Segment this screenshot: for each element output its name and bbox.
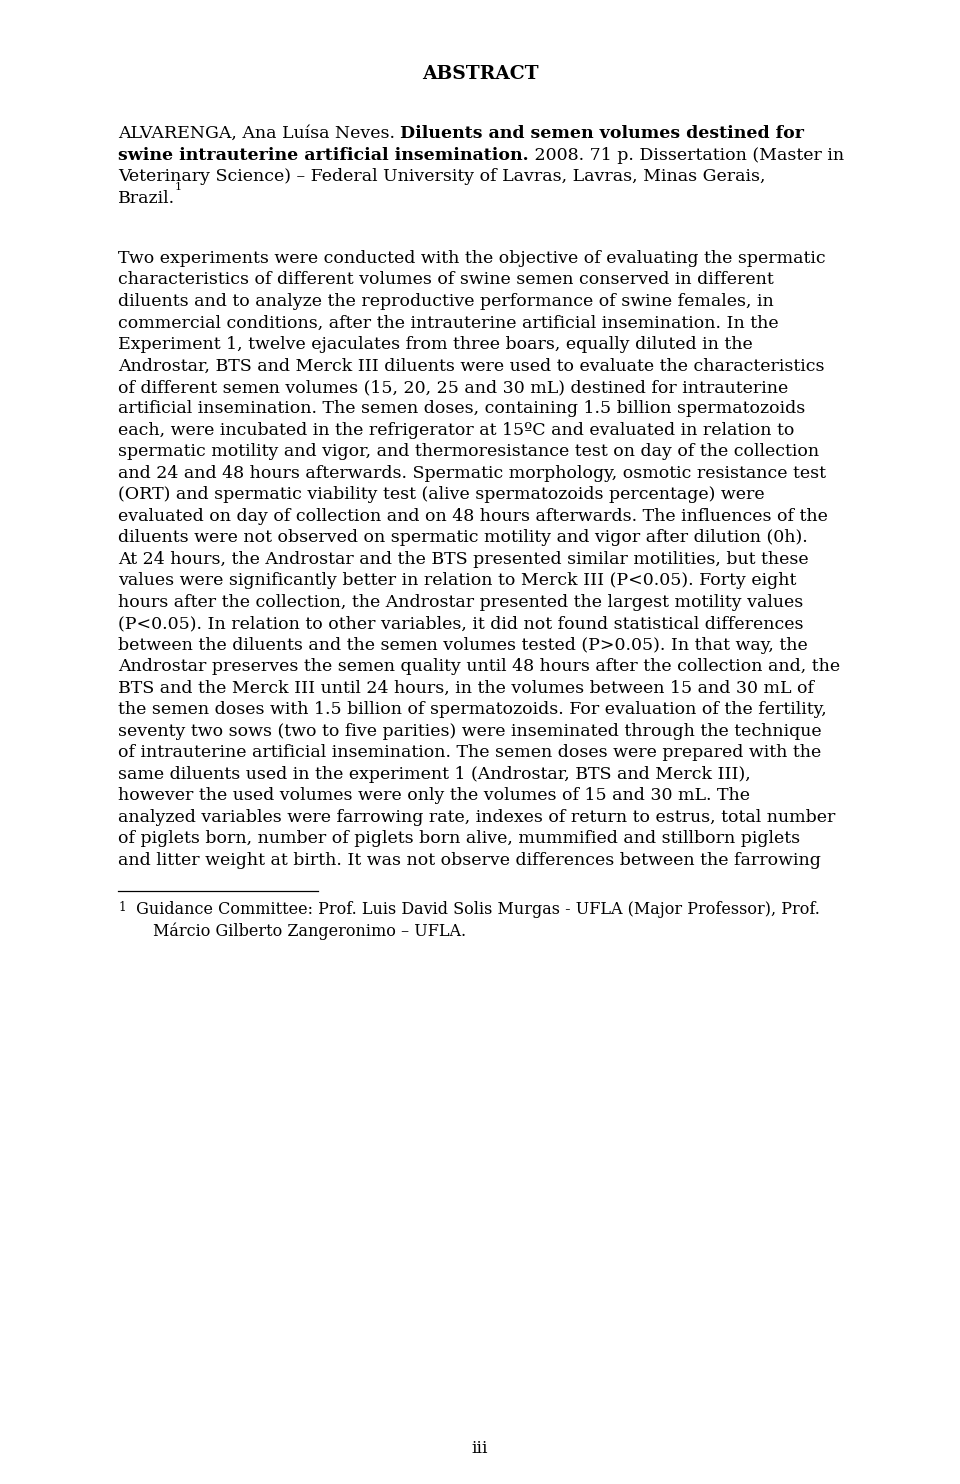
Text: analyzed variables were farrowing rate, indexes of return to estrus, total numbe: analyzed variables were farrowing rate, … <box>118 809 835 827</box>
Text: and 24 and 48 hours afterwards. Spermatic morphology, osmotic resistance test: and 24 and 48 hours afterwards. Spermati… <box>118 464 826 482</box>
Text: of piglets born, number of piglets born alive, mummified and stillborn piglets: of piglets born, number of piglets born … <box>118 831 800 847</box>
Text: and litter weight at birth. It was not observe differences between the farrowing: and litter weight at birth. It was not o… <box>118 852 821 870</box>
Text: diluents were not observed on spermatic motility and vigor after dilution (0h).: diluents were not observed on spermatic … <box>118 530 807 546</box>
Text: 1: 1 <box>175 181 182 191</box>
Text: commercial conditions, after the intrauterine artificial insemination. In the: commercial conditions, after the intraut… <box>118 315 779 331</box>
Text: (ORT) and spermatic viability test (alive spermatozoids percentage) were: (ORT) and spermatic viability test (aliv… <box>118 487 764 503</box>
Text: the semen doses with 1.5 billion of spermatozoids. For evaluation of the fertili: the semen doses with 1.5 billion of sper… <box>118 702 827 718</box>
Text: Márcio Gilberto Zangeronimo – UFLA.: Márcio Gilberto Zangeronimo – UFLA. <box>153 923 467 941</box>
Text: each, were incubated in the refrigerator at 15ºC and evaluated in relation to: each, were incubated in the refrigerator… <box>118 421 794 439</box>
Text: ABSTRACT: ABSTRACT <box>421 65 539 83</box>
Text: evaluated on day of collection and on 48 hours afterwards. The influences of the: evaluated on day of collection and on 48… <box>118 508 828 525</box>
Text: Guidance Committee: Prof. Luis David Solis Murgas - UFLA (Major Professor), Prof: Guidance Committee: Prof. Luis David Sol… <box>131 901 820 919</box>
Text: Androstar, BTS and Merck III diluents were used to evaluate the characteristics: Androstar, BTS and Merck III diluents we… <box>118 358 825 374</box>
Text: Veterinary Science) – Federal University of Lavras, Lavras, Minas Gerais,: Veterinary Science) – Federal University… <box>118 168 765 186</box>
Text: of different semen volumes (15, 20, 25 and 30 mL) destined for intrauterine: of different semen volumes (15, 20, 25 a… <box>118 378 788 396</box>
Text: between the diluents and the semen volumes tested (P>0.05). In that way, the: between the diluents and the semen volum… <box>118 637 807 654</box>
Text: swine intrauterine artificial insemination.: swine intrauterine artificial inseminati… <box>118 147 529 163</box>
Text: BTS and the Merck III until 24 hours, in the volumes between 15 and 30 mL of: BTS and the Merck III until 24 hours, in… <box>118 680 814 697</box>
Text: Androstar preserves the semen quality until 48 hours after the collection and, t: Androstar preserves the semen quality un… <box>118 659 840 675</box>
Text: 2008. 71 p. Dissertation (Master in: 2008. 71 p. Dissertation (Master in <box>529 147 844 163</box>
Text: Two experiments were conducted with the objective of evaluating the spermatic: Two experiments were conducted with the … <box>118 249 826 267</box>
Text: Diluents and semen volumes destined for: Diluents and semen volumes destined for <box>400 125 804 142</box>
Text: spermatic motility and vigor, and thermoresistance test on day of the collection: spermatic motility and vigor, and thermo… <box>118 444 819 460</box>
Text: values were significantly better in relation to Merck III (P<0.05). Forty eight: values were significantly better in rela… <box>118 573 797 589</box>
Text: hours after the collection, the Androstar presented the largest motility values: hours after the collection, the Androsta… <box>118 594 804 611</box>
Text: same diluents used in the experiment 1 (Androstar, BTS and Merck III),: same diluents used in the experiment 1 (… <box>118 766 751 784</box>
Text: (P<0.05). In relation to other variables, it did not found statistical differenc: (P<0.05). In relation to other variables… <box>118 616 804 632</box>
Text: Experiment 1, twelve ejaculates from three boars, equally diluted in the: Experiment 1, twelve ejaculates from thr… <box>118 335 753 353</box>
Text: At 24 hours, the Androstar and the BTS presented similar motilities, but these: At 24 hours, the Androstar and the BTS p… <box>118 551 808 568</box>
Text: however the used volumes were only the volumes of 15 and 30 mL. The: however the used volumes were only the v… <box>118 788 750 804</box>
Text: diluents and to analyze the reproductive performance of swine females, in: diluents and to analyze the reproductive… <box>118 292 774 310</box>
Text: iii: iii <box>471 1441 489 1457</box>
Text: 1: 1 <box>118 901 126 914</box>
Text: artificial insemination. The semen doses, containing 1.5 billion spermatozoids: artificial insemination. The semen doses… <box>118 401 805 417</box>
Text: Brazil.: Brazil. <box>118 190 175 206</box>
Text: of intrauterine artificial insemination. The semen doses were prepared with the: of intrauterine artificial insemination.… <box>118 745 821 761</box>
Text: seventy two sows (two to five parities) were inseminated through the technique: seventy two sows (two to five parities) … <box>118 723 822 741</box>
Text: ALVARENGA, Ana Luísa Neves.: ALVARENGA, Ana Luísa Neves. <box>118 125 400 142</box>
Text: characteristics of different volumes of swine semen conserved in different: characteristics of different volumes of … <box>118 272 774 288</box>
